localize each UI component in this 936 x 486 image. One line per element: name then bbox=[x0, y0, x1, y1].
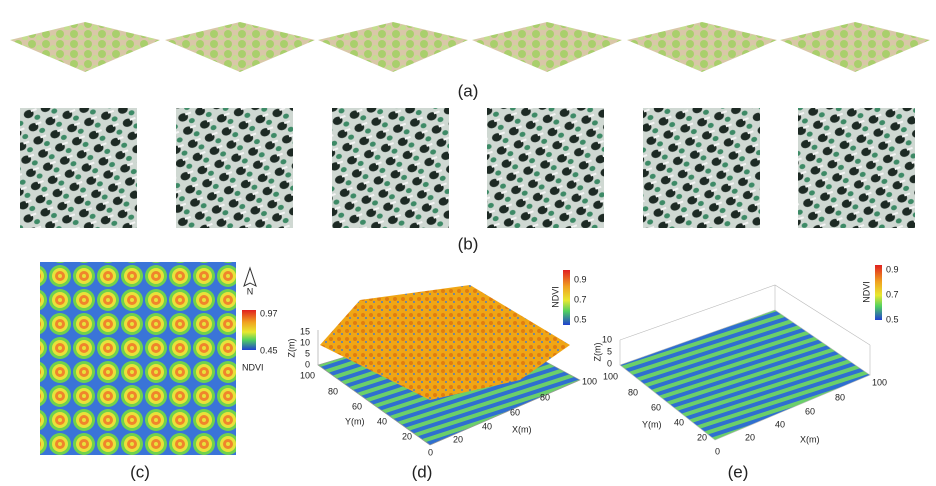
plot-3d bbox=[619, 284, 871, 441]
colorbar bbox=[242, 310, 256, 350]
z-tick: 0 bbox=[305, 359, 310, 369]
y-axis bbox=[317, 364, 431, 446]
scene bbox=[318, 22, 468, 72]
image-row bbox=[20, 108, 915, 228]
y-tick: 100 bbox=[603, 371, 618, 381]
image bbox=[332, 108, 449, 228]
panel-label: (b) bbox=[458, 234, 479, 253]
colorbar-tick: 0.9 bbox=[574, 274, 587, 284]
colorbar-title: NDVI bbox=[242, 362, 264, 372]
panel-label: (a) bbox=[458, 81, 479, 100]
z-tick: 0 bbox=[607, 358, 612, 368]
z-title: Z(m) bbox=[592, 343, 602, 362]
image bbox=[798, 108, 915, 228]
colorbar-tick: 0.5 bbox=[886, 314, 899, 324]
z-tick: 10 bbox=[300, 337, 310, 347]
colorbar-tick: 0.45 bbox=[260, 345, 278, 355]
image bbox=[643, 108, 760, 228]
ndvi-map bbox=[40, 262, 236, 455]
colorbar bbox=[563, 270, 570, 325]
y-tick: 20 bbox=[697, 432, 707, 442]
y-tick: 20 bbox=[402, 431, 412, 441]
x-tick: 60 bbox=[510, 407, 520, 417]
point-cloud bbox=[320, 285, 570, 400]
x-tick: 100 bbox=[872, 377, 887, 387]
north-arrow bbox=[243, 266, 257, 287]
colorbar bbox=[875, 265, 882, 320]
z-tick: 5 bbox=[607, 346, 612, 356]
scene bbox=[165, 22, 315, 72]
y-tick: 40 bbox=[377, 416, 387, 426]
y-tick: 100 bbox=[300, 370, 315, 380]
panel-label: (c) bbox=[130, 462, 150, 481]
x-tick: 40 bbox=[482, 421, 492, 431]
image bbox=[176, 108, 293, 228]
colorbar-title: NDVI bbox=[550, 286, 560, 308]
panel-label: (e) bbox=[728, 462, 749, 481]
z-tick: 15 bbox=[300, 326, 310, 336]
scene bbox=[627, 22, 777, 72]
image bbox=[487, 108, 604, 228]
y-tick: 80 bbox=[328, 386, 338, 396]
scene bbox=[780, 22, 930, 72]
y-tick: 40 bbox=[674, 417, 684, 427]
x-tick: 0 bbox=[428, 447, 433, 457]
y-title: Y(m) bbox=[345, 416, 365, 426]
x-tick: 100 bbox=[582, 376, 597, 386]
colorbar-tick: 0.7 bbox=[574, 294, 587, 304]
north-label: N bbox=[247, 286, 254, 296]
colorbar-tick: 0.97 bbox=[260, 308, 278, 318]
colorbar-tick: 0.5 bbox=[574, 314, 587, 324]
scene-row bbox=[10, 22, 930, 72]
x-tick: 40 bbox=[775, 419, 785, 429]
x-tick: 80 bbox=[540, 392, 550, 402]
y-title: Y(m) bbox=[642, 419, 662, 429]
z-tick: 10 bbox=[602, 334, 612, 344]
panel-label: (d) bbox=[412, 462, 433, 481]
x-tick: 60 bbox=[805, 406, 815, 416]
y-tick: 60 bbox=[352, 401, 362, 411]
y-tick: 80 bbox=[628, 387, 638, 397]
y-tick: 60 bbox=[651, 402, 661, 412]
colorbar-tick: 0.7 bbox=[886, 289, 899, 299]
z-tick: 5 bbox=[305, 348, 310, 358]
x-title: X(m) bbox=[800, 434, 820, 444]
x-tick: 20 bbox=[745, 432, 755, 442]
image bbox=[20, 108, 137, 228]
plot-3d bbox=[317, 285, 581, 446]
x-tick: 20 bbox=[453, 434, 463, 444]
x-axis bbox=[429, 379, 581, 446]
z-title: Z(m) bbox=[286, 339, 296, 358]
colorbar-tick: 0.9 bbox=[886, 264, 899, 274]
x-title: X(m) bbox=[512, 424, 532, 434]
scene bbox=[472, 22, 622, 72]
x-tick: 0 bbox=[715, 446, 720, 456]
x-tick: 80 bbox=[835, 392, 845, 402]
scene bbox=[10, 22, 160, 72]
colorbar-title: NDVI bbox=[861, 281, 871, 303]
